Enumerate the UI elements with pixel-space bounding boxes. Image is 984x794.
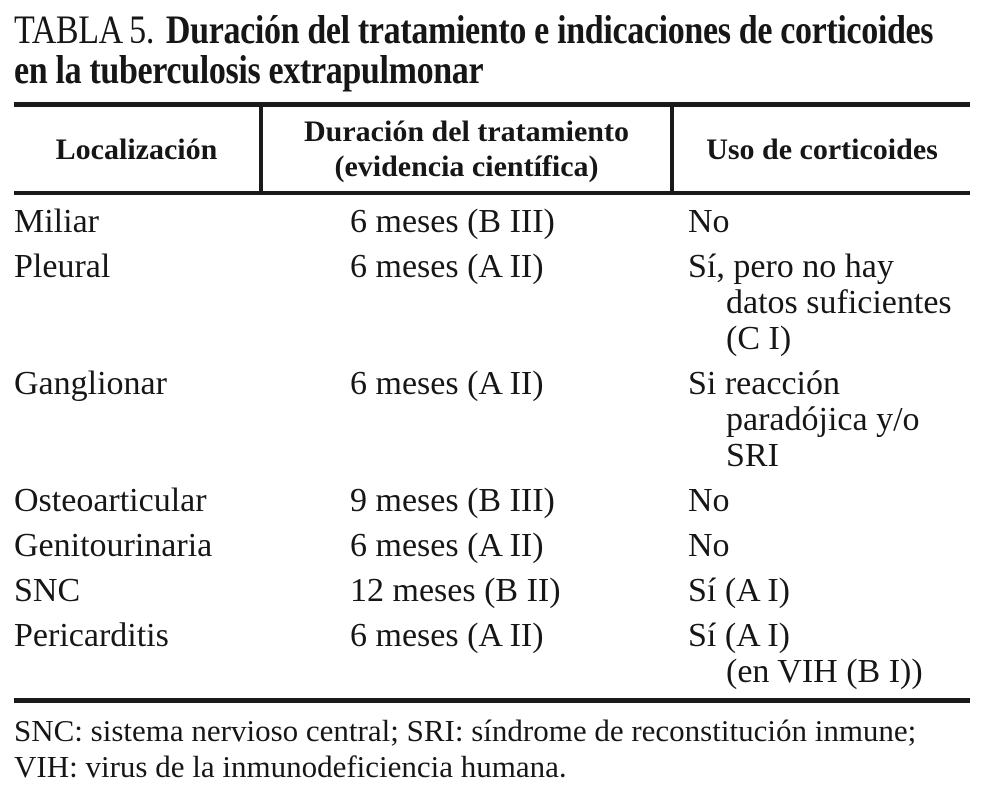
table-body: Miliar 6 meses (B III) No Pleural 6 mese… xyxy=(14,195,970,703)
table-row-snc: SNC 12 meses (B II) Sí (A I) xyxy=(14,564,970,609)
table-row-miliar: Miliar 6 meses (B III) No xyxy=(14,195,970,240)
cell-duration: 6 meses (A II) xyxy=(350,248,544,285)
table-title: TABLA 5. Duración del tratamiento e indic… xyxy=(14,10,984,90)
header-duracion-tratamiento: Duración del tratamiento (evidencia cien… xyxy=(259,107,674,191)
footnote-line-1: SNC: sistema nervioso central; SRI: sínd… xyxy=(14,713,917,748)
cell-corticoids: No xyxy=(688,203,730,240)
cell-location: Pericarditis xyxy=(14,617,169,654)
header-uso-corticoides: Uso de corticoides xyxy=(706,132,938,166)
title-line-1: TABLA 5. Duración del tratamiento e indic… xyxy=(14,10,984,50)
cell-duration: 6 meses (B III) xyxy=(350,203,555,240)
table-row-ganglionar: Ganglionar 6 meses (A II) Si reacción pa… xyxy=(14,357,970,474)
data-table: Localización Duración del tratamiento (e… xyxy=(14,102,970,703)
table-row-osteoarticular: Osteoarticular 9 meses (B III) No xyxy=(14,474,970,519)
cell-duration: 6 meses (A II) xyxy=(350,527,544,564)
table-row-pericarditis: Pericarditis 6 meses (A II) Sí (A I) (en… xyxy=(14,609,970,690)
cell-duration: 6 meses (A II) xyxy=(350,365,544,402)
cell-location: Genitourinaria xyxy=(14,527,213,564)
footnote-line-2: VIH: virus de la inmunodeficiencia human… xyxy=(14,749,567,784)
cell-corticoids: Sí (A I) xyxy=(688,572,790,609)
header-localizacion: Localización xyxy=(55,132,218,166)
cell-corticoids: Sí, pero no hay datos suficientes (C I) xyxy=(688,248,952,357)
cell-location: Ganglionar xyxy=(14,365,167,402)
cell-location: Miliar xyxy=(14,203,99,240)
title-bold-line-2: en la tuberculosis extrapulmonar xyxy=(14,47,484,92)
cell-corticoids: No xyxy=(688,527,730,564)
table-row-pleural: Pleural 6 meses (A II) Sí, pero no hay d… xyxy=(14,240,970,357)
cell-corticoids: Si reacción paradójica y/o SRI xyxy=(688,365,920,474)
table-title-text: TABLA 5. Duración del tratamiento e indic… xyxy=(14,10,984,90)
cell-duration: 9 meses (B III) xyxy=(350,482,555,519)
cell-corticoids: Sí (A I) (en VIH (B I)) xyxy=(688,617,923,690)
title-bold-line-1: Duración del tratamiento e indicaciones … xyxy=(165,7,934,52)
table-row-genitourinaria: Genitourinaria 6 meses (A II) No xyxy=(14,519,970,564)
cell-duration: 12 meses (B II) xyxy=(350,572,561,609)
cell-corticoids: No xyxy=(688,482,730,519)
table-header-row: Localización Duración del tratamiento (e… xyxy=(14,102,970,195)
cell-location: Pleural xyxy=(14,248,111,285)
table-footnote: SNC: sistema nervioso central; SRI: sínd… xyxy=(14,713,970,785)
cell-location: Osteoarticular xyxy=(14,482,207,519)
cell-location: SNC xyxy=(14,572,81,609)
table-number-label: TABLA 5. xyxy=(14,7,155,52)
cell-duration: 6 meses (A II) xyxy=(350,617,544,654)
